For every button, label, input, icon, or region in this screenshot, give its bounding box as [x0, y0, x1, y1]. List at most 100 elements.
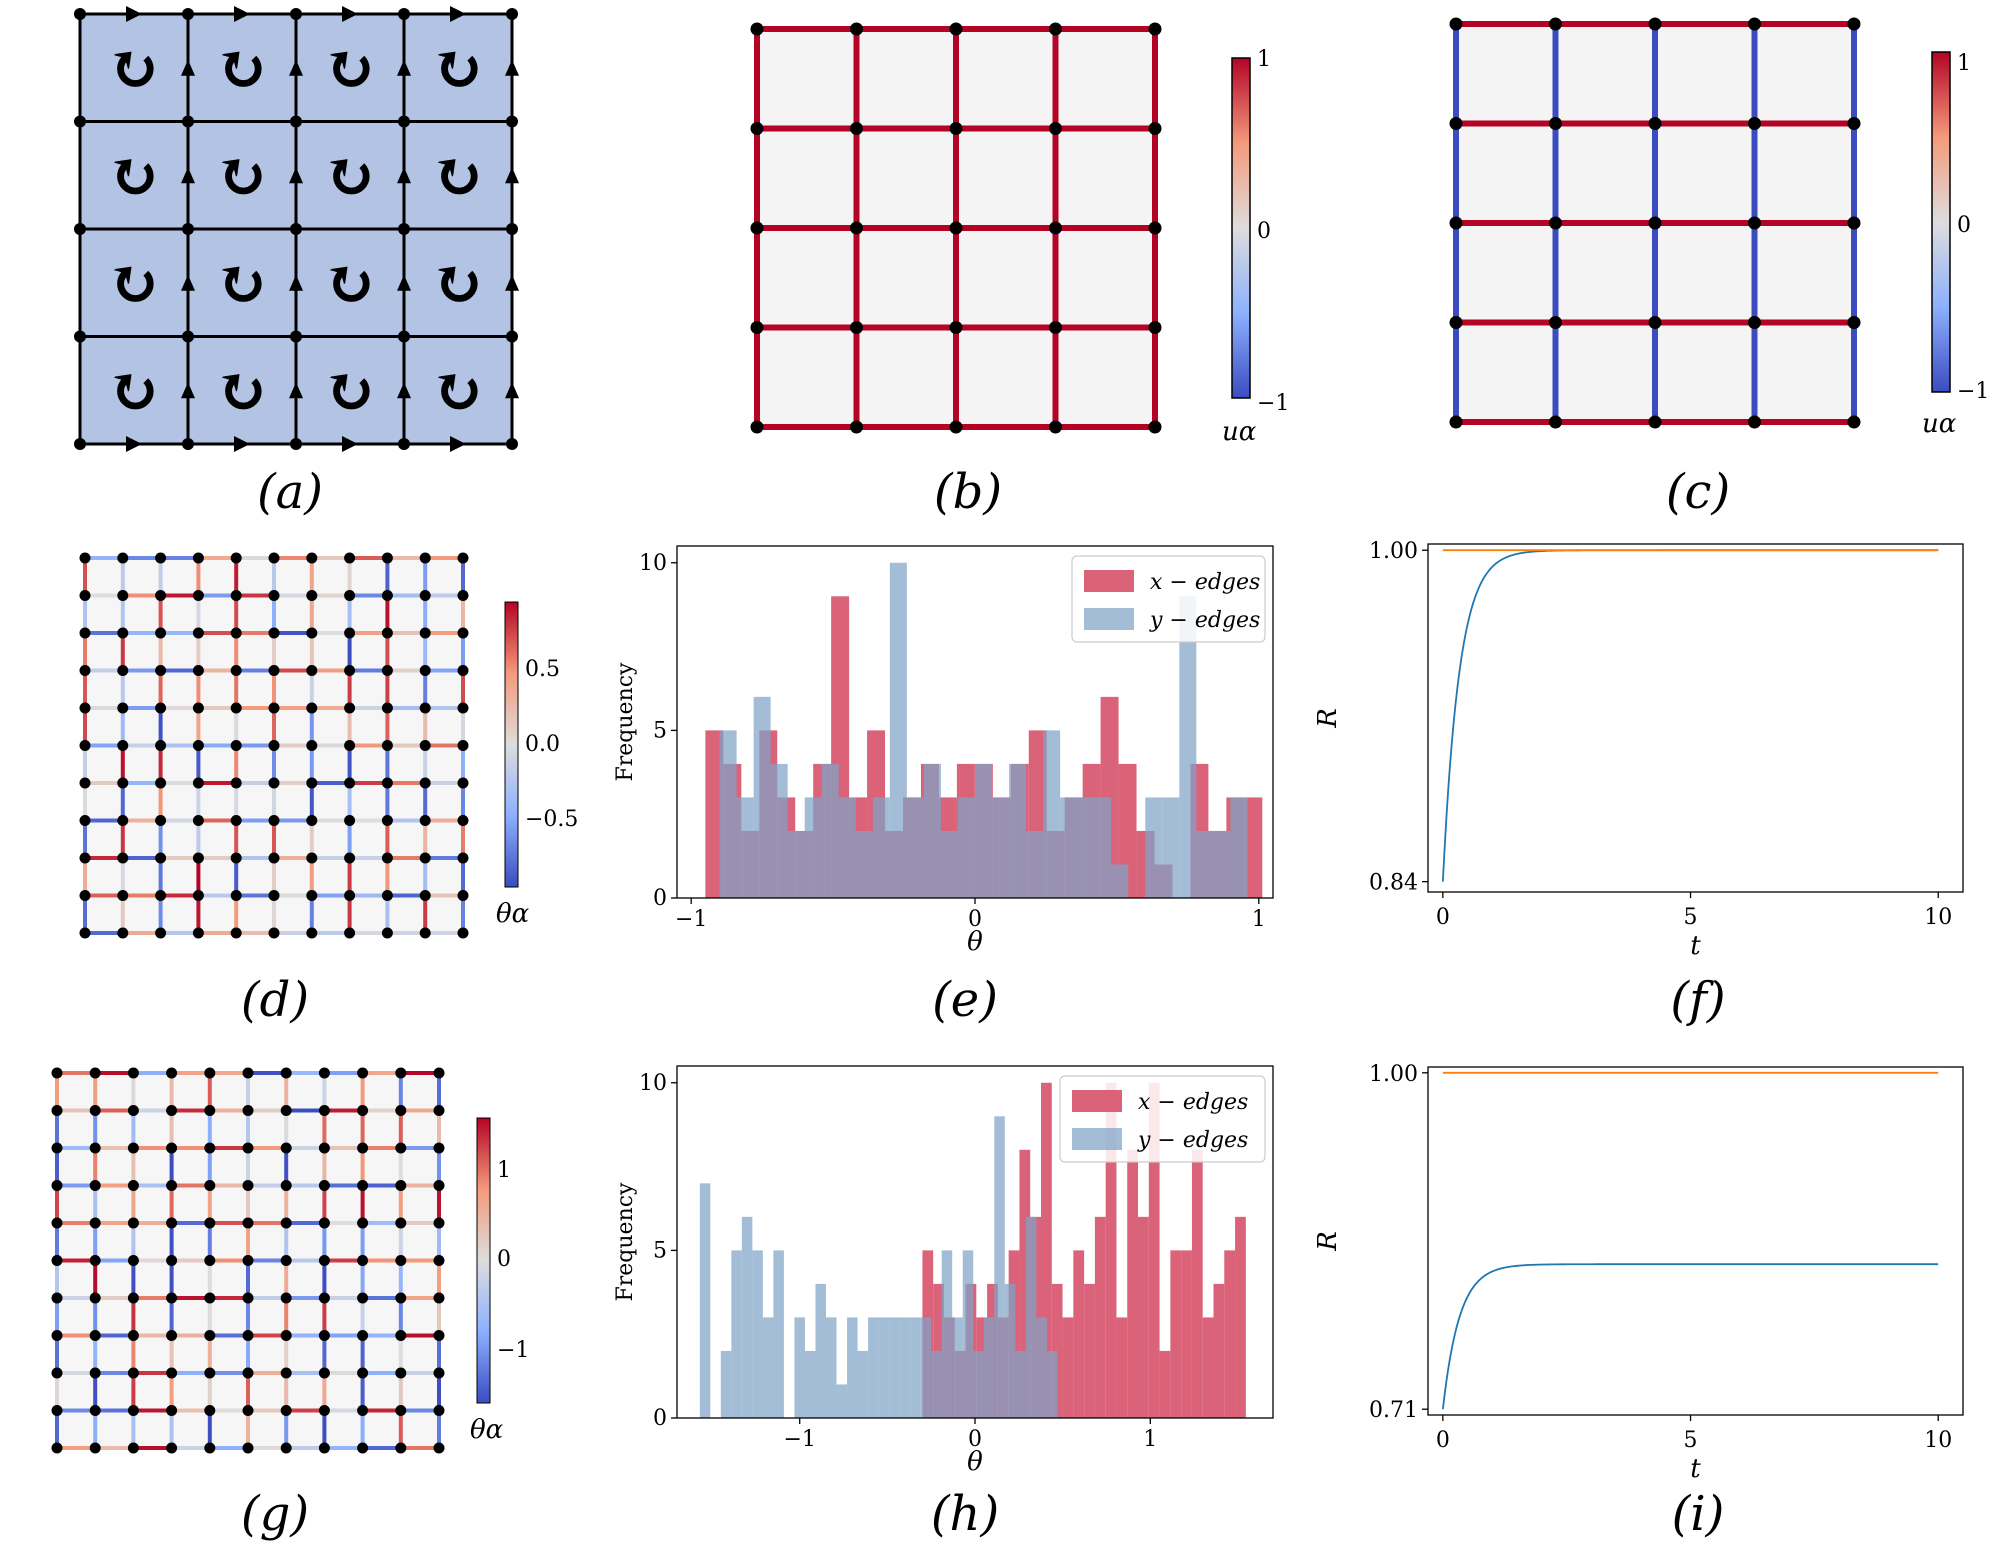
lattice-node [268, 665, 280, 676]
plaquette-rotation-icon: ↻ [215, 138, 269, 213]
lattice-node [357, 1405, 369, 1416]
lattice-node [357, 1330, 369, 1341]
lattice-node [1449, 117, 1463, 130]
colorbar-d-label: θα [496, 899, 530, 929]
lattice-node [433, 1142, 445, 1154]
histogram-bar-y-edges [736, 797, 754, 898]
histogram-bar-x-edges [1244, 797, 1263, 898]
lattice-node [155, 740, 167, 751]
panel-label-h: (h) [931, 1486, 999, 1542]
lattice-node [117, 927, 129, 939]
histogram-bar-y-edges [994, 1116, 1005, 1418]
lattice-node [89, 1217, 101, 1229]
lattice-node [127, 1255, 139, 1266]
lattice-node [381, 740, 393, 751]
lattice-node [357, 1180, 369, 1191]
lattice-node [344, 665, 356, 676]
lattice-node [433, 1405, 445, 1416]
lattice-node [89, 1105, 101, 1116]
lattice-node [433, 1180, 445, 1191]
lattice-node [182, 115, 194, 128]
histogram-bar-y-edges [821, 763, 839, 898]
lattice-node [127, 1405, 139, 1416]
histogram-bar-y-edges [1015, 1350, 1026, 1418]
colorbar-b-label: uα [1222, 417, 1257, 447]
lattice-node [306, 927, 318, 939]
histogram-bar-y-edges [1060, 797, 1078, 898]
lattice-node [318, 1292, 330, 1304]
lattice-node [127, 1330, 139, 1341]
lattice-node [381, 552, 393, 564]
legend-swatch [1072, 1128, 1122, 1150]
colorbar-d-tick-2: 0.0 [525, 732, 560, 757]
lattice-node [381, 627, 393, 639]
edge-arrow-right-icon [234, 436, 250, 452]
lattice-node [268, 852, 280, 864]
lattice-node [192, 665, 204, 676]
lattice-node [204, 1405, 216, 1416]
edge-arrow-up-icon [505, 382, 519, 399]
lattice-node [280, 1067, 292, 1079]
x-tick-label: 0 [1436, 905, 1450, 930]
lattice-node [318, 1442, 330, 1454]
lattice-node [268, 777, 280, 789]
lattice-node [89, 1255, 101, 1266]
histogram-bar-y-edges [731, 1250, 742, 1418]
edge-arrow-up-icon [289, 382, 303, 399]
plaquette-rotation-icon: ↻ [107, 138, 161, 213]
lattice-node [166, 1367, 178, 1379]
lattice-node [318, 1255, 330, 1266]
histogram-bar-y-edges [753, 696, 771, 898]
histogram-bar-y-edges [773, 1250, 784, 1418]
lattice-node [242, 1255, 254, 1266]
lattice-node [79, 702, 91, 714]
lattice-node [192, 852, 204, 864]
panel-label-e: (e) [932, 972, 998, 1028]
lattice-node [74, 330, 86, 343]
lattice-node [182, 8, 194, 20]
lattice-node [268, 627, 280, 639]
lattice-node [230, 665, 242, 676]
histogram-bar-y-edges [847, 1317, 858, 1418]
lattice-node [280, 1292, 292, 1304]
colorbar-c-tick-top: 1 [1957, 51, 1971, 76]
edge-arrow-right-icon [342, 6, 358, 22]
lattice-node [79, 927, 91, 939]
histogram-bar-y-edges [741, 1216, 753, 1418]
lattice-node [51, 1142, 63, 1154]
lattice-node [949, 221, 963, 235]
lattice-node [433, 1292, 445, 1304]
histogram-bar-y-edges [931, 1350, 942, 1418]
y-tick-label: 5 [653, 1238, 667, 1263]
x-tick-label: 1 [1143, 1427, 1157, 1452]
lattice-node [155, 890, 167, 901]
histogram-bar-y-edges [836, 1384, 848, 1418]
lattice-node [344, 740, 356, 751]
lattice-node [51, 1330, 63, 1341]
lattice-node [318, 1217, 330, 1229]
lattice-node [419, 627, 431, 639]
lattice-node [1748, 316, 1761, 329]
lattice-node [1549, 117, 1562, 130]
lattice-node [204, 1330, 216, 1341]
lattice-node [419, 702, 431, 714]
lattice-node [1648, 216, 1662, 230]
lattice-node [750, 321, 764, 334]
lattice-node [166, 1217, 178, 1229]
lattice-node [79, 552, 91, 564]
panel-label-g: (g) [241, 1486, 309, 1542]
lattice-node [182, 223, 194, 235]
lattice-node [949, 420, 963, 434]
lattice-node [242, 1367, 254, 1379]
x-axis-label: θ [967, 1447, 983, 1477]
lattice-node [381, 665, 393, 676]
lattice-node [1847, 316, 1861, 329]
histogram-bar-y-edges [1025, 1216, 1037, 1418]
legend-swatch [1084, 608, 1134, 630]
lattice-node [51, 1180, 63, 1191]
lattice-node [1049, 321, 1062, 334]
lattice-node [381, 777, 393, 789]
colorbar-b: 1 0 −1 uα [1222, 47, 1289, 447]
lattice-node [395, 1255, 407, 1266]
lattice-node [117, 552, 129, 564]
